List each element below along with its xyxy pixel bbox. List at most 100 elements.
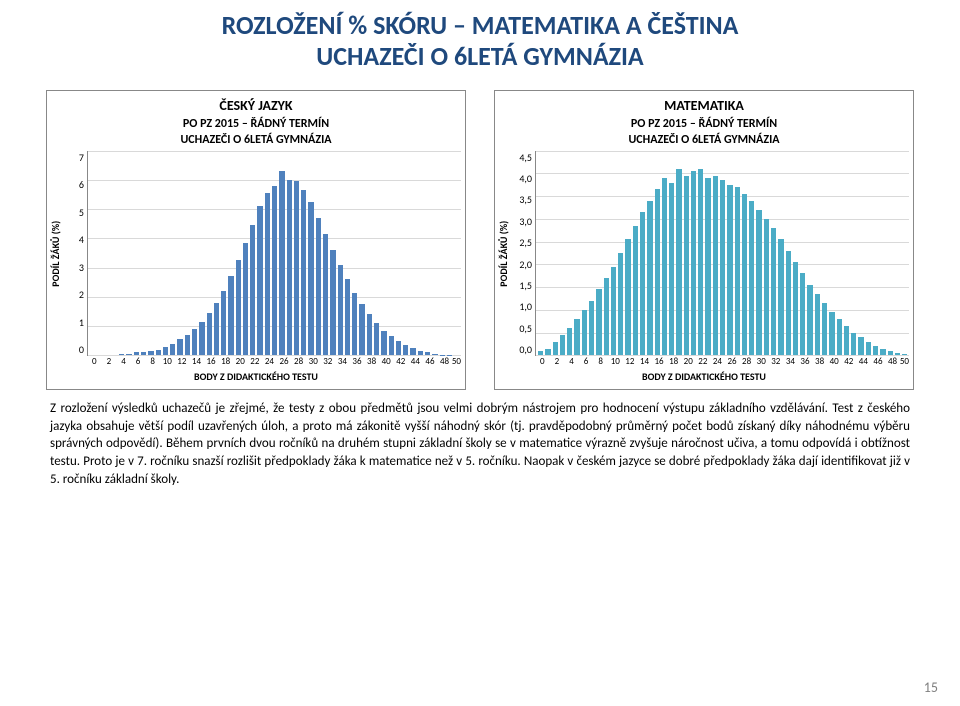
bar bbox=[618, 253, 623, 355]
chart-math-yaxis: 4,54,03,53,02,52,01,51,00,50,0 bbox=[511, 151, 535, 357]
bar bbox=[316, 218, 321, 355]
xtick-label: 16 bbox=[652, 356, 667, 370]
chart-czech-xlabel: BODY Z DIDAKTICKÉHO TESTU bbox=[47, 370, 465, 389]
bar bbox=[287, 180, 292, 355]
bar bbox=[538, 351, 543, 356]
bar bbox=[257, 206, 262, 355]
bar bbox=[902, 354, 907, 355]
bar bbox=[403, 345, 408, 355]
xtick-label: 44 bbox=[856, 356, 871, 370]
bar bbox=[425, 352, 430, 355]
xtick-label: 4 bbox=[564, 356, 579, 370]
bar bbox=[265, 193, 270, 355]
bar bbox=[432, 354, 437, 355]
bar bbox=[822, 303, 827, 355]
xtick-label: 24 bbox=[262, 356, 277, 370]
xtick-label: 22 bbox=[696, 356, 711, 370]
ytick-label: 1 bbox=[63, 316, 84, 329]
bar bbox=[655, 189, 660, 355]
bar bbox=[596, 289, 601, 355]
bar bbox=[735, 187, 740, 355]
bar bbox=[771, 228, 776, 355]
ytick-label: 0 bbox=[63, 343, 84, 356]
bar bbox=[888, 351, 893, 356]
bar bbox=[574, 319, 579, 355]
xtick-label: 30 bbox=[754, 356, 769, 370]
bar bbox=[294, 181, 299, 355]
xtick-label: 4 bbox=[116, 356, 131, 370]
xtick-label: 50 bbox=[452, 356, 461, 370]
ytick-label: 1,0 bbox=[511, 300, 532, 313]
bar bbox=[662, 178, 667, 355]
chart-czech-title-l2: PO PZ 2015 – ŘÁDNÝ TERMÍN bbox=[183, 117, 329, 131]
ytick-label: 4,5 bbox=[511, 151, 532, 164]
bar bbox=[192, 329, 197, 355]
ytick-label: 2 bbox=[63, 288, 84, 301]
xtick-label: 14 bbox=[637, 356, 652, 370]
xtick-label: 48 bbox=[437, 356, 452, 370]
xtick-label: 42 bbox=[393, 356, 408, 370]
bar bbox=[214, 303, 219, 356]
bar bbox=[604, 278, 609, 355]
bar bbox=[844, 326, 849, 356]
bar bbox=[207, 313, 212, 355]
chart-czech-title-big: ČESKÝ JAZYK bbox=[219, 97, 292, 114]
bar bbox=[199, 322, 204, 356]
xtick-label: 32 bbox=[321, 356, 336, 370]
bar bbox=[669, 183, 674, 356]
ytick-label: 3,5 bbox=[511, 193, 532, 206]
xtick-label: 26 bbox=[725, 356, 740, 370]
bar bbox=[148, 351, 153, 355]
ytick-label: 0,0 bbox=[511, 343, 532, 356]
xtick-label: 38 bbox=[364, 356, 379, 370]
ytick-label: 6 bbox=[63, 178, 84, 191]
bar bbox=[228, 276, 233, 355]
xtick-label: 44 bbox=[408, 356, 423, 370]
bar bbox=[713, 176, 718, 356]
bar bbox=[866, 342, 871, 356]
bar bbox=[367, 314, 372, 355]
bar bbox=[837, 319, 842, 355]
bar bbox=[764, 219, 769, 355]
bar bbox=[633, 226, 638, 356]
bar bbox=[756, 210, 761, 356]
bar bbox=[705, 178, 710, 355]
xtick-label: 46 bbox=[871, 356, 886, 370]
ytick-label: 0,5 bbox=[511, 322, 532, 335]
bar bbox=[727, 185, 732, 356]
bar bbox=[589, 301, 594, 356]
ytick-label: 2,0 bbox=[511, 258, 532, 271]
gridline bbox=[536, 355, 909, 356]
chart-czech-ylabel: PODÍL ŽÁKŮ (%) bbox=[49, 151, 63, 357]
bar bbox=[272, 186, 277, 356]
xtick-label: 40 bbox=[827, 356, 842, 370]
ytick-label: 1,5 bbox=[511, 279, 532, 292]
xtick-label: 50 bbox=[900, 356, 909, 370]
gridline bbox=[88, 355, 461, 356]
xtick-label: 18 bbox=[218, 356, 233, 370]
bar bbox=[156, 350, 161, 356]
bar bbox=[873, 346, 878, 355]
bar bbox=[170, 344, 175, 356]
page-number: 15 bbox=[924, 679, 938, 696]
bar bbox=[177, 339, 182, 355]
bar bbox=[381, 331, 386, 356]
bar bbox=[301, 190, 306, 355]
bar bbox=[880, 349, 885, 356]
title-line1: ROZLOŽENÍ % SKÓRU – MATEMATIKA A ČEŠTINA bbox=[40, 10, 920, 41]
chart-czech-yaxis: 76543210 bbox=[63, 151, 87, 357]
xtick-label: 28 bbox=[739, 356, 754, 370]
bar bbox=[829, 312, 834, 355]
ytick-label: 4,0 bbox=[511, 172, 532, 185]
bar bbox=[308, 202, 313, 356]
bar bbox=[611, 267, 616, 356]
bar bbox=[778, 239, 783, 355]
bar bbox=[553, 342, 558, 356]
chart-math-bars bbox=[536, 151, 909, 356]
bar bbox=[389, 336, 394, 355]
bar bbox=[418, 351, 423, 355]
xtick-label: 28 bbox=[291, 356, 306, 370]
ytick-label: 3,0 bbox=[511, 215, 532, 228]
chart-math-plot bbox=[535, 151, 909, 357]
bar bbox=[338, 265, 343, 356]
